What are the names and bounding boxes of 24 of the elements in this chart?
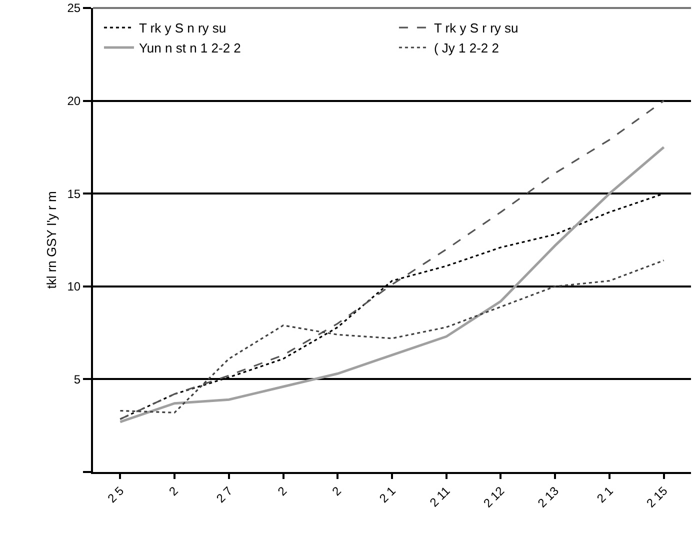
y-tick-label: 20 (67, 94, 81, 108)
x-tick-label: 2 5 (104, 484, 127, 506)
x-tick-label: 2 (329, 484, 344, 498)
line-series (118, 146, 666, 424)
y-axis-title: tkl rn GSY I'y r m (44, 191, 59, 289)
x-tick-label: 2 7 (214, 484, 236, 506)
y-tick-label: 5 (74, 372, 81, 386)
x-tick-label: 2 1 (594, 484, 616, 506)
x-tick-label: 2 13 (535, 484, 562, 510)
legend-label: ( Jy 1 2-2 2 (434, 40, 500, 56)
y-tick-label: 25 (67, 1, 81, 16)
legend-label: Yun n st n 1 2-2 2 (138, 40, 241, 56)
x-tick-label: 2 12 (480, 484, 508, 510)
legend-label: T rk y S n ry su (138, 20, 226, 36)
x-tick-label: 2 (275, 484, 290, 498)
x-tick-label: 2 (166, 484, 182, 498)
line-series (119, 260, 665, 414)
x-tick-label: 2 11 (426, 484, 453, 510)
x-tick-label: 2 1 (376, 484, 399, 506)
legend-label: T rk y S r ry su (434, 20, 518, 36)
x-tick-label: 2 15 (644, 484, 670, 510)
y-tick-label: 15 (67, 186, 81, 201)
y-tick-label: 10 (67, 280, 81, 294)
line-series (119, 100, 665, 420)
